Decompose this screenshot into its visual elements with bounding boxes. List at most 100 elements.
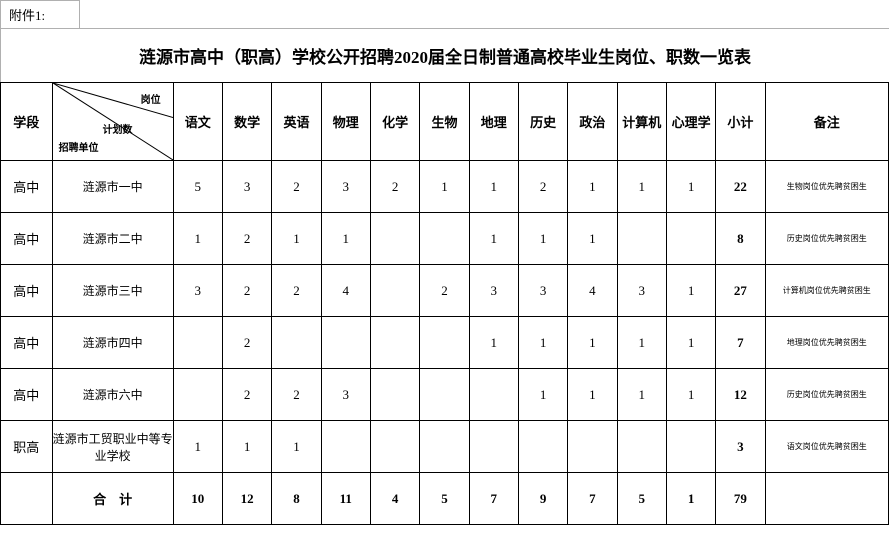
cell-subtotal: 3 — [716, 421, 765, 473]
cell-value — [666, 421, 715, 473]
table-row: 职高涟源市工贸职业中等专业学校1113语文岗位优先聘贫困生 — [1, 421, 889, 473]
cell-value — [617, 213, 666, 265]
diag-post-label: 岗位 — [141, 91, 161, 106]
cell-value — [321, 317, 370, 369]
cell-value: 4 — [568, 265, 617, 317]
cell-value: 2 — [272, 161, 321, 213]
col-subject: 政治 — [568, 83, 617, 161]
cell-value — [518, 421, 567, 473]
cell-value: 2 — [370, 161, 419, 213]
cell-value: 3 — [173, 265, 222, 317]
cell-value — [568, 421, 617, 473]
cell-value: 3 — [469, 265, 518, 317]
cell-subtotal: 7 — [716, 317, 765, 369]
cell-remark: 历史岗位优先聘贫困生 — [765, 213, 888, 265]
cell-value: 1 — [321, 213, 370, 265]
cell-subtotal: 22 — [716, 161, 765, 213]
cell-value: 1 — [568, 369, 617, 421]
cell-stage — [1, 473, 53, 525]
cell-value: 1 — [469, 161, 518, 213]
cell-value: 2 — [420, 265, 469, 317]
cell-value: 1 — [617, 369, 666, 421]
table-row: 高中涟源市三中322423343127计算机岗位优先聘贫困生 — [1, 265, 889, 317]
cell-value: 1 — [617, 161, 666, 213]
cell-total-value: 8 — [272, 473, 321, 525]
cell-stage: 高中 — [1, 161, 53, 213]
col-subject: 心理学 — [666, 83, 715, 161]
cell-value: 2 — [272, 369, 321, 421]
cell-unit: 涟源市一中 — [52, 161, 173, 213]
col-subject: 计算机 — [617, 83, 666, 161]
cell-value: 1 — [222, 421, 271, 473]
cell-value — [420, 317, 469, 369]
cell-unit: 涟源市工贸职业中等专业学校 — [52, 421, 173, 473]
cell-total-label: 合 计 — [52, 473, 173, 525]
cell-value: 3 — [617, 265, 666, 317]
cell-value: 1 — [518, 213, 567, 265]
diag-plan-label: 计划数 — [103, 121, 133, 136]
cell-value: 1 — [173, 421, 222, 473]
table-row: 高中涟源市四中2111117地理岗位优先聘贫困生 — [1, 317, 889, 369]
cell-value: 1 — [518, 369, 567, 421]
col-diagonal: 岗位 计划数 招聘单位 — [52, 83, 173, 161]
col-subject: 数学 — [222, 83, 271, 161]
table-row: 高中涟源市二中12111118历史岗位优先聘贫困生 — [1, 213, 889, 265]
cell-value: 3 — [518, 265, 567, 317]
page-title: 涟源市高中（职高）学校公开招聘2020届全日制普通高校毕业生岗位、职数一览表 — [0, 28, 889, 82]
cell-value — [420, 369, 469, 421]
cell-value: 2 — [222, 265, 271, 317]
cell-unit: 涟源市三中 — [52, 265, 173, 317]
cell-value: 1 — [666, 317, 715, 369]
cell-value — [370, 317, 419, 369]
cell-value — [272, 317, 321, 369]
cell-total-value: 9 — [518, 473, 567, 525]
cell-unit: 涟源市二中 — [52, 213, 173, 265]
cell-total-value: 5 — [420, 473, 469, 525]
col-subject: 语文 — [173, 83, 222, 161]
cell-value — [420, 213, 469, 265]
cell-remark: 生物岗位优先聘贫困生 — [765, 161, 888, 213]
col-subject: 化学 — [370, 83, 419, 161]
cell-value — [666, 213, 715, 265]
col-remark: 备注 — [765, 83, 888, 161]
cell-value — [370, 421, 419, 473]
cell-stage: 高中 — [1, 265, 53, 317]
cell-value: 5 — [173, 161, 222, 213]
cell-value — [370, 213, 419, 265]
cell-value: 1 — [568, 213, 617, 265]
cell-value — [370, 369, 419, 421]
cell-total-value: 12 — [222, 473, 271, 525]
cell-value — [173, 369, 222, 421]
col-subject: 历史 — [518, 83, 567, 161]
table-total-row: 合 计1012811457975179 — [1, 473, 889, 525]
cell-subtotal: 27 — [716, 265, 765, 317]
cell-total-value: 7 — [469, 473, 518, 525]
table-row: 高中涟源市六中223111112历史岗位优先聘贫困生 — [1, 369, 889, 421]
table-row: 高中涟源市一中5323211211122生物岗位优先聘贫困生 — [1, 161, 889, 213]
cell-value — [469, 421, 518, 473]
cell-value: 2 — [222, 213, 271, 265]
cell-value: 3 — [321, 369, 370, 421]
cell-value: 1 — [666, 369, 715, 421]
cell-value: 1 — [568, 317, 617, 369]
cell-remark — [765, 473, 888, 525]
cell-value — [420, 421, 469, 473]
cell-remark: 语文岗位优先聘贫困生 — [765, 421, 888, 473]
cell-value: 3 — [321, 161, 370, 213]
cell-value: 1 — [518, 317, 567, 369]
col-stage: 学段 — [1, 83, 53, 161]
attachment-label: 附件1: — [0, 0, 80, 28]
cell-value — [617, 421, 666, 473]
col-subject: 英语 — [272, 83, 321, 161]
cell-value: 1 — [272, 421, 321, 473]
cell-value: 1 — [469, 317, 518, 369]
cell-subtotal: 8 — [716, 213, 765, 265]
cell-stage: 高中 — [1, 317, 53, 369]
cell-total-value: 5 — [617, 473, 666, 525]
cell-value: 2 — [222, 317, 271, 369]
cell-unit: 涟源市四中 — [52, 317, 173, 369]
cell-total-value: 4 — [370, 473, 419, 525]
recruitment-table: 学段 岗位 计划数 招聘单位 语文 数学 英语 物理 化学 生物 地理 历史 政… — [0, 82, 889, 525]
cell-value: 2 — [272, 265, 321, 317]
cell-total-value: 11 — [321, 473, 370, 525]
